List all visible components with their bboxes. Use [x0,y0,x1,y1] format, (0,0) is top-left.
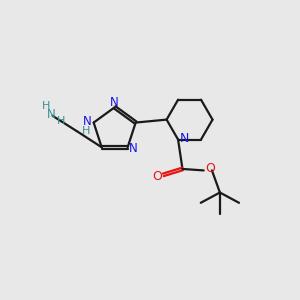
Text: N: N [129,142,138,155]
Text: H: H [42,101,50,111]
Text: N: N [47,108,56,122]
Text: H: H [82,126,90,136]
Text: H: H [57,116,65,126]
Text: N: N [110,95,119,109]
Text: N: N [179,131,189,145]
Text: N: N [83,115,92,128]
Text: O: O [205,163,215,176]
Text: O: O [152,170,162,183]
